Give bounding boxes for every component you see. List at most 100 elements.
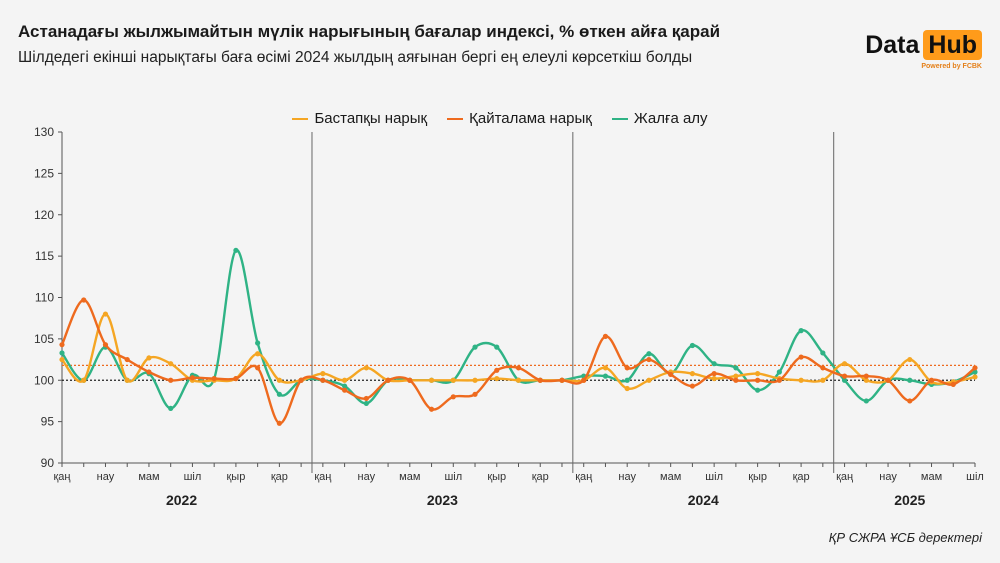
data-point-secondary: [755, 377, 761, 383]
data-point-secondary: [472, 391, 478, 397]
data-point-secondary: [298, 377, 304, 383]
x-tick-label: нау: [358, 471, 376, 483]
legend-label-secondary: Қайталама нарық: [469, 110, 592, 127]
data-point-primary: [515, 377, 522, 383]
data-point-rent: [689, 342, 696, 349]
x-tick-label: шіл: [184, 471, 202, 483]
data-point-rent: [276, 391, 282, 397]
data-point-rent: [602, 373, 609, 379]
year-label: 2025: [894, 492, 925, 508]
x-tick-label: мам: [399, 471, 420, 483]
data-point-secondary: [320, 377, 326, 383]
series-line-rent: [60, 249, 977, 410]
x-tick-label: шіл: [966, 471, 984, 483]
data-point-rent: [863, 398, 869, 404]
data-point-secondary: [363, 395, 369, 402]
data-point-primary: [276, 377, 282, 383]
legend-item-primary: Бастапқы нарық: [292, 110, 427, 127]
data-point-rent: [233, 247, 239, 253]
data-point-secondary: [885, 377, 891, 383]
data-point-primary: [711, 375, 717, 382]
data-point-secondary: [863, 373, 869, 379]
data-point-primary: [820, 377, 826, 383]
data-point-secondary: [646, 356, 652, 363]
data-point-rent: [168, 405, 174, 411]
data-point-primary: [972, 374, 978, 380]
data-point-rent: [624, 377, 630, 383]
data-point-rent: [255, 340, 261, 346]
x-tick-label: қыр: [226, 471, 245, 483]
data-point-rent: [841, 377, 848, 383]
x-tick-label: нау: [618, 471, 636, 483]
data-point-secondary: [428, 406, 435, 412]
year-label: 2023: [427, 492, 458, 508]
x-tick-label: қаң: [836, 471, 853, 483]
data-point-primary: [624, 385, 630, 392]
legend-item-secondary: Қайталама нарық: [447, 110, 592, 127]
data-point-secondary: [494, 367, 500, 373]
x-tick-label: мам: [138, 471, 159, 483]
x-tick-label: шіл: [705, 471, 723, 483]
data-point-secondary: [581, 377, 587, 383]
data-point-secondary: [559, 377, 565, 383]
data-point-secondary: [515, 365, 522, 371]
series-line-secondary: [60, 298, 977, 425]
data-point-rent: [363, 400, 369, 407]
data-point-secondary: [711, 371, 717, 377]
chart-title: Астанадағы жылжымайтын мүлік нарығының б…: [18, 22, 721, 41]
data-point-secondary: [841, 373, 848, 379]
x-tick-label: қар: [532, 471, 549, 483]
data-point-primary: [450, 377, 456, 383]
data-point-primary: [798, 377, 804, 383]
data-point-rent: [646, 351, 652, 357]
data-point-secondary: [146, 369, 152, 375]
data-point-primary: [81, 377, 87, 383]
data-point-secondary: [972, 365, 978, 371]
chart-subtitle: Шілдедегі екінші нарықтағы баға өсімі 20…: [18, 49, 693, 66]
data-point-secondary: [189, 375, 196, 381]
year-label: 2024: [688, 492, 719, 508]
data-point-secondary: [602, 333, 609, 339]
data-point-rent: [711, 361, 717, 367]
data-point-secondary: [624, 365, 630, 371]
x-tick-label: қаң: [53, 471, 70, 483]
x-tick-label: нау: [879, 471, 897, 483]
data-point-secondary: [537, 377, 543, 383]
x-tick-label: қар: [793, 471, 810, 483]
y-tick-label: 95: [41, 415, 55, 429]
x-tick-label: қыр: [748, 471, 767, 483]
x-tick-label: қар: [271, 471, 288, 483]
data-point-rent: [798, 328, 804, 334]
data-point-rent: [494, 344, 500, 350]
data-point-secondary: [276, 420, 282, 426]
data-point-primary: [428, 377, 435, 383]
legend-swatch-secondary: [447, 117, 464, 120]
data-point-primary: [146, 355, 152, 361]
data-point-secondary: [950, 381, 956, 387]
data-point-secondary: [255, 365, 261, 371]
x-tick-label: мам: [660, 471, 681, 483]
data-point-primary: [494, 375, 500, 382]
data-point-secondary: [233, 375, 239, 382]
data-point-primary: [341, 377, 348, 383]
data-point-rent: [733, 365, 739, 371]
data-point-rent: [341, 383, 348, 389]
data-point-secondary: [820, 365, 826, 371]
data-point-secondary: [689, 383, 696, 389]
logo-data-text: Data: [865, 30, 920, 59]
logo-hub-text: Hub: [923, 30, 982, 60]
data-point-secondary: [385, 377, 391, 383]
legend-swatch-rent: [611, 117, 628, 120]
data-point-primary: [320, 371, 326, 377]
data-point-primary: [168, 361, 174, 367]
data-point-secondary: [450, 394, 456, 400]
y-tick-label: 115: [35, 249, 54, 263]
year-label: 2022: [166, 492, 197, 508]
data-point-secondary: [124, 356, 130, 363]
data-point-primary: [363, 365, 369, 371]
datahub-logo: Data Hub Powered by FCBK: [865, 30, 982, 70]
data-point-primary: [733, 373, 739, 379]
data-point-primary: [841, 361, 848, 367]
data-point-primary: [755, 371, 761, 377]
